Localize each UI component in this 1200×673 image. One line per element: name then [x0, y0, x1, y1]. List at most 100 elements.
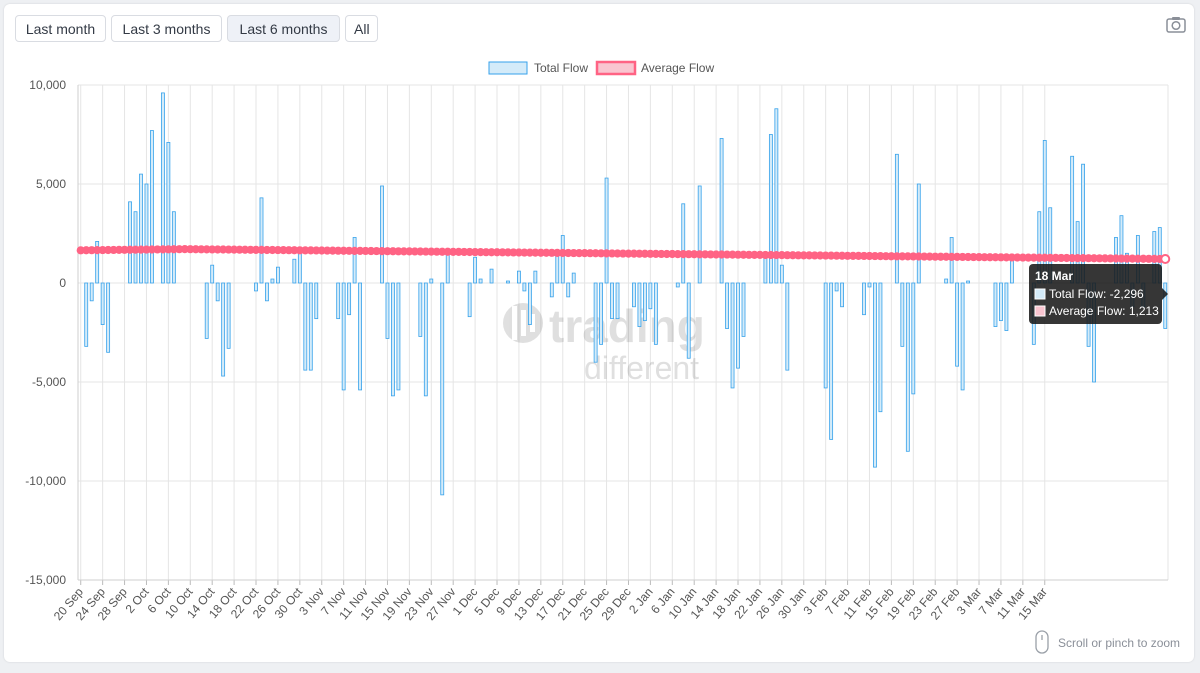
total-flow-bar[interactable] [440, 282, 445, 496]
total-flow-bar[interactable] [445, 250, 450, 284]
total-flow-bar[interactable] [774, 108, 779, 284]
total-flow-bar[interactable] [785, 282, 790, 371]
total-flow-bar[interactable] [555, 254, 560, 284]
total-flow-bar[interactable] [95, 241, 100, 284]
range-button-last-month[interactable]: Last month [15, 15, 106, 42]
legend-label-total-flow[interactable]: Total Flow [534, 61, 588, 75]
total-flow-bar[interactable] [549, 282, 554, 298]
total-flow-bar[interactable] [643, 282, 647, 322]
total-flow-bar[interactable] [270, 278, 275, 284]
total-flow-bar[interactable] [418, 282, 423, 337]
total-flow-bar[interactable] [473, 256, 478, 284]
total-flow-bar[interactable] [1070, 155, 1075, 284]
total-flow-bar[interactable] [730, 282, 735, 389]
total-flow-bar[interactable] [106, 282, 111, 353]
total-flow-bar[interactable] [423, 282, 428, 397]
range-button-all[interactable]: All [345, 15, 378, 42]
total-flow-bar[interactable] [829, 282, 834, 440]
total-flow-bar[interactable] [128, 201, 132, 284]
total-flow-bar[interactable] [725, 282, 729, 329]
total-flow-bar[interactable] [292, 258, 297, 284]
total-flow-bar[interactable] [911, 282, 916, 395]
range-button-last-3-months[interactable]: Last 3 months [111, 15, 222, 42]
total-flow-bar[interactable] [259, 197, 264, 284]
total-flow-bar[interactable] [900, 282, 905, 347]
total-flow-bar[interactable] [396, 282, 401, 391]
total-flow-bar[interactable] [308, 282, 313, 371]
total-flow-bar[interactable] [1009, 258, 1014, 284]
total-flow-bar[interactable] [226, 282, 231, 349]
total-flow-bar[interactable] [637, 282, 642, 327]
total-flow-bar[interactable] [210, 264, 215, 284]
total-flow-bar[interactable] [960, 282, 965, 391]
total-flow-bar[interactable] [204, 282, 209, 339]
total-flow-bar[interactable] [736, 282, 740, 369]
total-flow-bar[interactable] [254, 282, 258, 292]
total-flow-bar[interactable] [303, 282, 308, 371]
total-flow-bar[interactable] [478, 278, 483, 284]
legend-label-average-flow[interactable]: Average Flow [641, 61, 714, 75]
total-flow-bar[interactable] [615, 282, 620, 320]
total-flow-bar[interactable] [391, 282, 395, 397]
total-flow-bar[interactable] [944, 278, 949, 284]
total-flow-bar[interactable] [380, 185, 384, 284]
total-flow-bar[interactable] [150, 130, 154, 284]
total-flow-bar[interactable] [385, 282, 390, 339]
total-flow-bar[interactable] [341, 282, 346, 391]
camera-icon[interactable] [1166, 17, 1186, 33]
total-flow-bar[interactable] [862, 282, 866, 316]
total-flow-bar[interactable] [599, 282, 603, 345]
total-flow-bar[interactable] [697, 185, 702, 284]
total-flow-bar[interactable] [610, 282, 614, 320]
total-flow-bar[interactable] [999, 282, 1003, 322]
total-flow-bar[interactable] [265, 282, 269, 302]
total-flow-bar[interactable] [314, 282, 319, 320]
total-flow-bar[interactable] [675, 282, 680, 288]
total-flow-bar[interactable] [681, 203, 686, 284]
total-flow-bar[interactable] [905, 282, 910, 452]
total-flow-bar[interactable] [100, 282, 105, 325]
total-flow-bar[interactable] [358, 282, 362, 391]
legend-swatch-average-flow[interactable] [595, 60, 637, 76]
total-flow-bar[interactable] [763, 254, 768, 284]
total-flow-bar[interactable] [1004, 282, 1009, 331]
total-flow-bar[interactable] [533, 270, 538, 284]
total-flow-bar[interactable] [894, 153, 899, 284]
total-flow-bar[interactable] [467, 282, 472, 318]
total-flow-bar[interactable] [89, 282, 94, 302]
total-flow-bar[interactable] [527, 282, 532, 325]
total-flow-bar[interactable] [489, 268, 494, 284]
total-flow-bar[interactable] [221, 282, 226, 377]
total-flow-bar[interactable] [560, 235, 565, 284]
total-flow-bar[interactable] [517, 270, 521, 284]
total-flow-bar[interactable] [276, 266, 280, 284]
total-flow-bar[interactable] [84, 282, 89, 347]
legend-swatch-total-flow[interactable] [488, 61, 528, 75]
total-flow-bar[interactable] [566, 282, 571, 298]
total-flow-bar[interactable] [648, 282, 653, 310]
total-flow-bar[interactable] [522, 282, 527, 292]
total-flow-bar[interactable] [840, 282, 845, 308]
total-flow-bar[interactable] [571, 272, 576, 284]
total-flow-bar[interactable] [834, 282, 839, 292]
total-flow-bar[interactable] [429, 278, 434, 284]
total-flow-bar[interactable] [347, 282, 352, 316]
total-flow-bar[interactable] [506, 280, 510, 284]
total-flow-bar[interactable] [686, 282, 691, 359]
total-flow-bar[interactable] [593, 282, 598, 363]
total-flow-bar[interactable] [144, 183, 149, 284]
total-flow-bar[interactable] [916, 183, 921, 284]
total-flow-bar[interactable] [336, 282, 341, 320]
total-flow-bar[interactable] [741, 282, 746, 337]
total-flow-bar[interactable] [768, 134, 773, 284]
total-flow-bar[interactable] [966, 280, 970, 284]
total-flow-bar[interactable] [653, 282, 658, 345]
total-flow-bar[interactable] [993, 282, 998, 327]
total-flow-bar[interactable] [166, 142, 171, 284]
average-flow-point-active[interactable] [1160, 253, 1171, 264]
total-flow-bar[interactable] [604, 177, 609, 284]
total-flow-bar[interactable] [352, 237, 357, 284]
total-flow-bar[interactable] [160, 92, 165, 284]
total-flow-bar[interactable] [779, 264, 784, 284]
total-flow-bar[interactable] [215, 282, 220, 302]
